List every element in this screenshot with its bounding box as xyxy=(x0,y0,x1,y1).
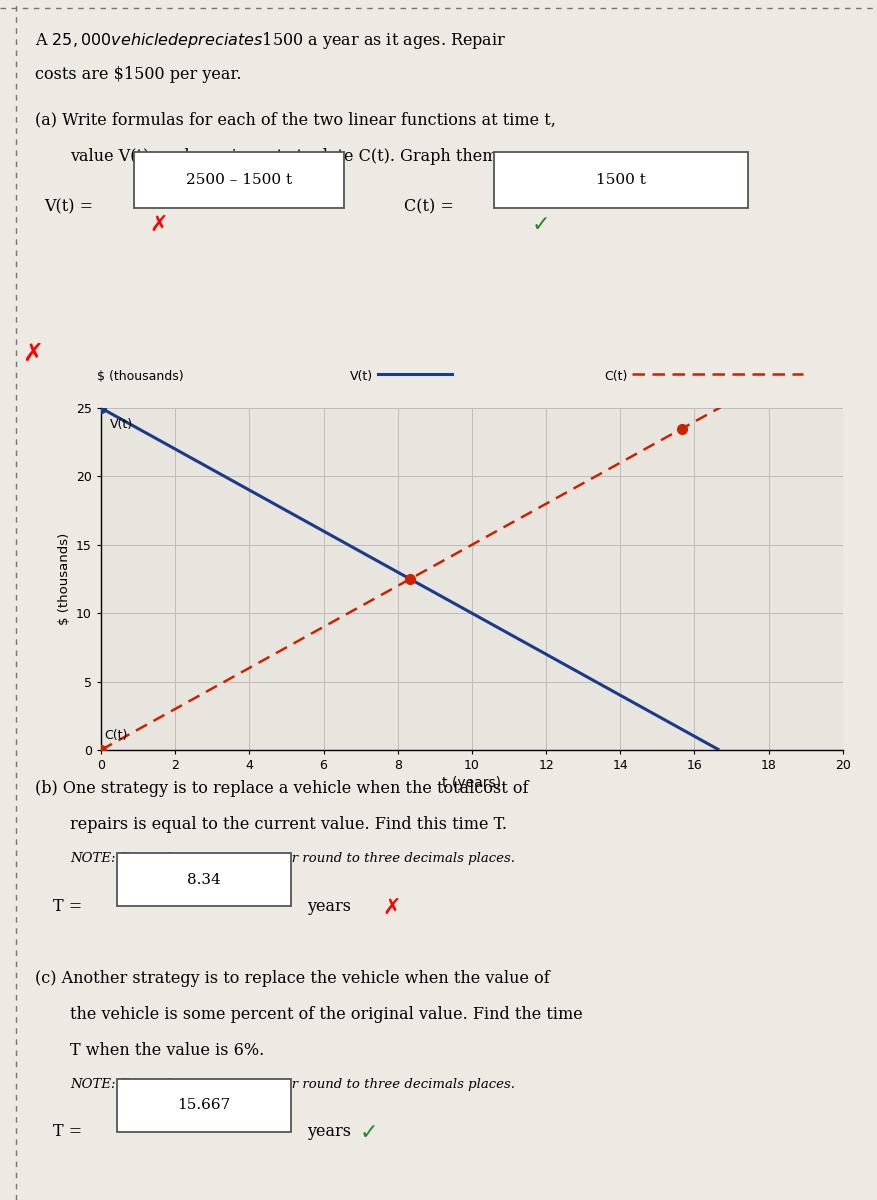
Text: T =: T = xyxy=(53,1123,82,1140)
Text: C(t): C(t) xyxy=(104,728,128,742)
Text: V(t): V(t) xyxy=(350,371,373,383)
Text: the vehicle is some percent of the original value. Find the time: the vehicle is some percent of the origi… xyxy=(70,1006,582,1022)
Text: (b) One strategy is to replace a vehicle when the totalcost of: (b) One strategy is to replace a vehicle… xyxy=(35,780,528,797)
Text: ✓: ✓ xyxy=(531,215,549,235)
Text: 8.34: 8.34 xyxy=(187,872,221,887)
Y-axis label: $ (thousands): $ (thousands) xyxy=(58,533,70,625)
Text: repairs is equal to the current value. Find this time T.: repairs is equal to the current value. F… xyxy=(70,816,507,833)
Text: costs are $1500 per year.: costs are $1500 per year. xyxy=(35,66,241,83)
Text: (a) Write formulas for each of the two linear functions at time t,: (a) Write formulas for each of the two l… xyxy=(35,112,555,128)
Text: ✗: ✗ xyxy=(22,342,43,366)
Text: C(t): C(t) xyxy=(603,371,627,383)
Text: 15.667: 15.667 xyxy=(177,1098,231,1112)
Text: 2500 – 1500 t: 2500 – 1500 t xyxy=(186,173,292,187)
Text: years: years xyxy=(307,1123,351,1140)
Text: value V(t), and repair costs to date C(t). Graph them.: value V(t), and repair costs to date C(t… xyxy=(70,148,503,164)
Text: NOTE: Enter the exact answer, or round to three decimals places.: NOTE: Enter the exact answer, or round t… xyxy=(70,852,515,865)
Text: V(t): V(t) xyxy=(111,418,133,431)
Text: ✓: ✓ xyxy=(360,1123,378,1144)
Text: (c) Another strategy is to replace the vehicle when the value of: (c) Another strategy is to replace the v… xyxy=(35,970,549,986)
Text: 1500 t: 1500 t xyxy=(595,173,645,187)
Text: T when the value is 6%.: T when the value is 6%. xyxy=(70,1042,264,1058)
Text: $ (thousands): $ (thousands) xyxy=(96,371,183,383)
Text: NOTE: Enter the exact answer, or round to three decimals places.: NOTE: Enter the exact answer, or round t… xyxy=(70,1078,515,1091)
X-axis label: t (years): t (years) xyxy=(442,776,501,790)
Text: ✗: ✗ xyxy=(381,898,400,918)
Text: C(t) =: C(t) = xyxy=(403,198,453,215)
Text: years: years xyxy=(307,898,351,914)
Text: T =: T = xyxy=(53,898,82,914)
Text: ✗: ✗ xyxy=(149,215,168,235)
Text: V(t) =: V(t) = xyxy=(44,198,93,215)
Text: A $25,000 vehicle depreciates $1500 a year as it ages. Repair: A $25,000 vehicle depreciates $1500 a ye… xyxy=(35,30,506,50)
